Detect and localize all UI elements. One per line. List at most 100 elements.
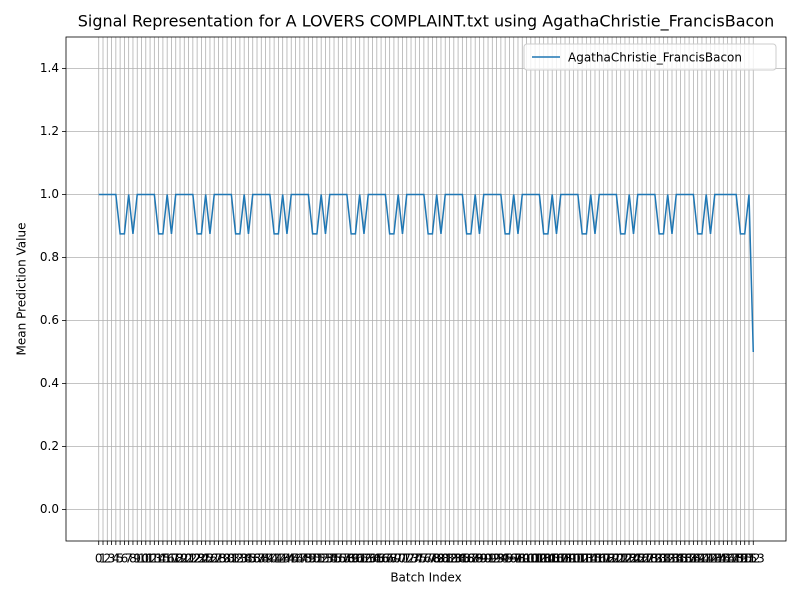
x-tick-label: 3: [108, 552, 116, 566]
x-tick-label: 46: [288, 552, 303, 566]
x-tick-label: 75: [412, 552, 427, 566]
x-tick-label: 99: [515, 552, 530, 566]
x-tick-label: 34: [237, 552, 252, 566]
x-tick-label: 103: [528, 552, 551, 566]
x-tick-label: 79: [429, 552, 444, 566]
x-tick-label: 121: [605, 552, 628, 566]
x-tick-label: 152: [738, 552, 761, 566]
line-series: [98, 193, 755, 353]
x-tick-label: 22: [185, 552, 200, 566]
x-tick-label: 2: [103, 552, 111, 566]
x-tick-label: 12: [142, 552, 157, 566]
x-tick-label: 95: [498, 552, 513, 566]
x-tick-label: 47: [292, 552, 307, 566]
x-axis-label: Batch Index: [390, 571, 461, 585]
x-tick-label: 111: [562, 552, 585, 566]
x-tick-label: 133: [656, 552, 679, 566]
x-tick-label: 148: [720, 552, 743, 566]
x-tick-label: 30: [219, 552, 234, 566]
x-tick-label: 56: [331, 552, 346, 566]
x-tick-label: 136: [669, 552, 692, 566]
x-tick-label: 128: [635, 552, 658, 566]
x-tick-label: 120: [601, 552, 624, 566]
x-tick-label: 84: [450, 552, 465, 566]
x-tick-label: 109: [554, 552, 577, 566]
x-tick-label: 92: [485, 552, 500, 566]
x-tick-label: 50: [305, 552, 320, 566]
x-tick-label: 135: [665, 552, 688, 566]
y-tick-label: 0.2: [40, 439, 59, 453]
x-tick-label: 9: [133, 552, 141, 566]
x-tick-label: 39: [258, 552, 273, 566]
x-tick-label: 107: [545, 552, 568, 566]
y-tick-label: 0.6: [40, 313, 59, 327]
x-tick-label: 70: [391, 552, 406, 566]
x-tick-label: 49: [301, 552, 316, 566]
x-tick-label: 143: [699, 552, 722, 566]
x-tick-label: 98: [510, 552, 525, 566]
x-tick-label: 149: [725, 552, 748, 566]
x-tick-label: 60: [348, 552, 363, 566]
x-tick-label: 123: [613, 552, 636, 566]
x-tick-label: 101: [519, 552, 542, 566]
x-tick-label: 66: [373, 552, 388, 566]
y-tick-label: 1.0: [40, 187, 59, 201]
x-tick-label: 125: [622, 552, 645, 566]
x-tick-label: 52: [314, 552, 329, 566]
x-tick-label: 28: [211, 552, 226, 566]
x-tick-label: 64: [365, 552, 380, 566]
x-tick-label: 108: [549, 552, 572, 566]
x-tick-label: 42: [271, 552, 286, 566]
x-tick-label: 131: [648, 552, 671, 566]
x-tick-label: 72: [399, 552, 414, 566]
x-tick-label: 38: [254, 552, 269, 566]
x-tick-label: 69: [386, 552, 401, 566]
y-axis-label: Mean Prediction Value: [15, 223, 29, 356]
x-tick-label: 0: [95, 552, 103, 566]
x-tick-label: 80: [433, 552, 448, 566]
x-tick-label: 127: [631, 552, 654, 566]
x-tick-label: 58: [339, 552, 354, 566]
x-tick-label: 59: [343, 552, 358, 566]
x-tick-label: 150: [729, 552, 752, 566]
y-tick-label: 0.0: [40, 502, 59, 516]
x-tick-label: 29: [215, 552, 230, 566]
x-tick-label: 141: [690, 552, 713, 566]
x-tick-label: 83: [446, 552, 461, 566]
x-tick-label: 48: [296, 552, 311, 566]
x-tick-label: 78: [425, 552, 440, 566]
x-tick-label: 105: [536, 552, 559, 566]
x-tick-label: 43: [275, 552, 290, 566]
x-tick-label: 41: [266, 552, 281, 566]
x-tick-label: 71: [395, 552, 410, 566]
x-tick-label: 74: [408, 552, 423, 566]
x-tick-label: 81: [438, 552, 453, 566]
x-tick-label: 25: [198, 552, 213, 566]
x-tick-label: 5: [116, 552, 124, 566]
x-tick-label: 40: [262, 552, 277, 566]
x-tick-label: 124: [618, 552, 641, 566]
chart-title: Signal Representation for A LOVERS COMPL…: [78, 12, 775, 32]
x-tick-label: 119: [596, 552, 619, 566]
x-tick-label: 86: [459, 552, 474, 566]
x-tick-label: 4: [112, 552, 120, 566]
x-tick-label: 147: [716, 552, 739, 566]
x-tick-label: 151: [733, 552, 756, 566]
x-tick-label: 14: [151, 552, 166, 566]
x-tick-label: 11: [138, 552, 153, 566]
x-tick-label: 68: [382, 552, 397, 566]
legend-label: AgathaChristie_FrancisBacon: [568, 51, 742, 65]
x-tick-label: 33: [232, 552, 247, 566]
x-tick-label: 153: [742, 552, 765, 566]
x-tick-label: 32: [228, 552, 243, 566]
x-tick-label: 106: [541, 552, 564, 566]
x-tick-label: 53: [318, 552, 333, 566]
x-tick-label: 116: [584, 552, 607, 566]
x-tick-label: 77: [420, 552, 435, 566]
x-tick-label: 35: [241, 552, 256, 566]
x-tick-label: 114: [575, 552, 598, 566]
x-tick-label: 16: [160, 552, 175, 566]
x-tick-label: 63: [361, 552, 376, 566]
x-tick-label: 102: [524, 552, 547, 566]
